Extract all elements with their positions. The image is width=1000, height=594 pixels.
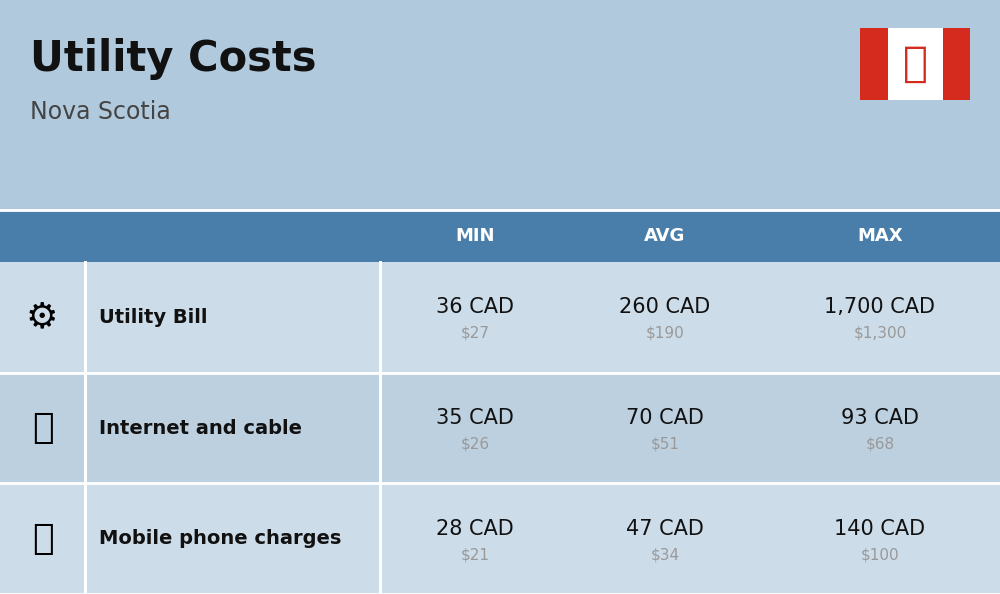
Text: 47 CAD: 47 CAD xyxy=(626,519,704,539)
Text: 140 CAD: 140 CAD xyxy=(834,519,926,539)
Text: 📡: 📡 xyxy=(32,411,53,445)
Text: MIN: MIN xyxy=(455,227,495,245)
Text: 1,700 CAD: 1,700 CAD xyxy=(824,298,936,317)
Text: $51: $51 xyxy=(650,437,680,451)
FancyBboxPatch shape xyxy=(0,484,1000,594)
Text: 70 CAD: 70 CAD xyxy=(626,408,704,428)
FancyBboxPatch shape xyxy=(942,28,970,100)
Text: 🍁: 🍁 xyxy=(902,43,928,85)
Text: 35 CAD: 35 CAD xyxy=(436,408,514,428)
Text: $34: $34 xyxy=(650,547,680,562)
Text: MAX: MAX xyxy=(857,227,903,245)
Text: $1,300: $1,300 xyxy=(853,326,907,341)
Text: 36 CAD: 36 CAD xyxy=(436,298,514,317)
Text: Mobile phone charges: Mobile phone charges xyxy=(99,529,341,548)
Text: $27: $27 xyxy=(460,326,490,341)
FancyBboxPatch shape xyxy=(0,210,1000,262)
FancyBboxPatch shape xyxy=(0,372,1000,484)
Text: $190: $190 xyxy=(646,326,684,341)
FancyBboxPatch shape xyxy=(0,210,1000,594)
Text: Nova Scotia: Nova Scotia xyxy=(30,100,171,124)
Text: Utility Bill: Utility Bill xyxy=(99,308,208,327)
Text: 93 CAD: 93 CAD xyxy=(841,408,919,428)
Text: 28 CAD: 28 CAD xyxy=(436,519,514,539)
Text: 260 CAD: 260 CAD xyxy=(619,298,711,317)
Text: Utility Costs: Utility Costs xyxy=(30,38,316,80)
Text: 📱: 📱 xyxy=(32,522,53,555)
Text: $68: $68 xyxy=(865,437,895,451)
FancyBboxPatch shape xyxy=(0,262,1000,372)
Text: ⚙️: ⚙️ xyxy=(26,301,59,334)
FancyBboxPatch shape xyxy=(888,28,942,100)
Text: $21: $21 xyxy=(460,547,490,562)
Text: Internet and cable: Internet and cable xyxy=(99,419,302,438)
Text: $100: $100 xyxy=(861,547,899,562)
Text: AVG: AVG xyxy=(644,227,686,245)
Text: $26: $26 xyxy=(460,437,490,451)
FancyBboxPatch shape xyxy=(860,28,888,100)
